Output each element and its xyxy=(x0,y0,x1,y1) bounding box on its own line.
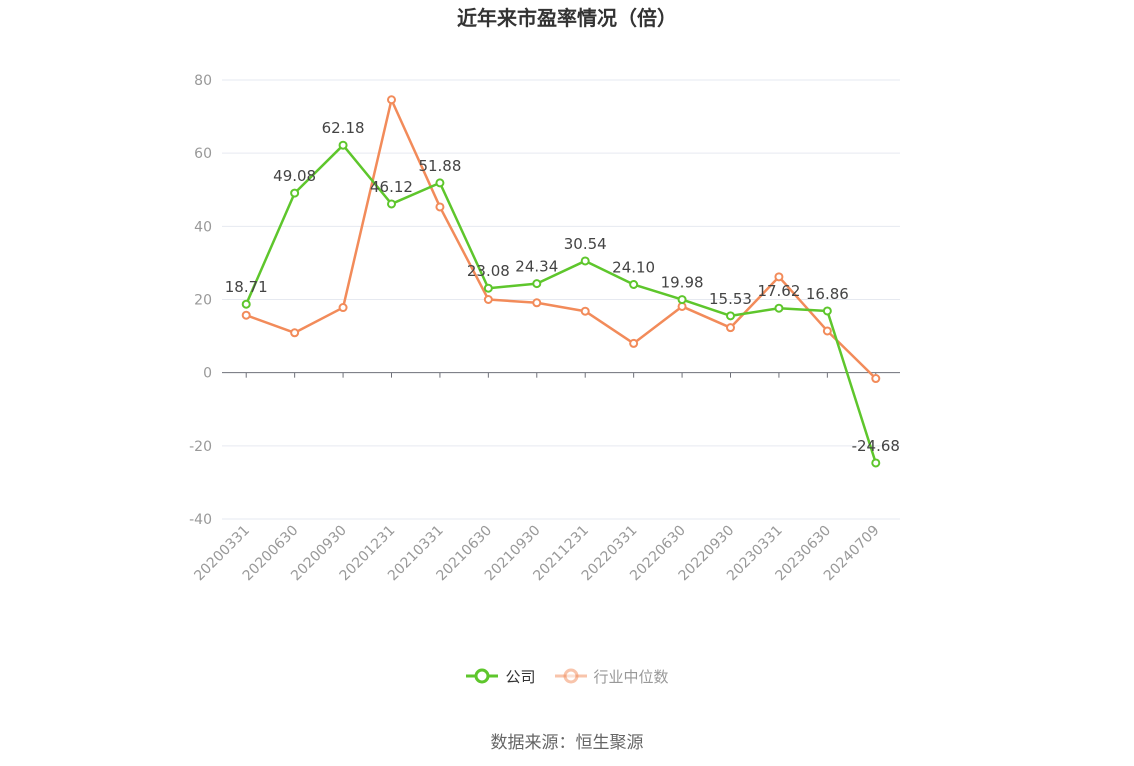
data-labels: 18.71 49.08 62.18 46.12 51.88 23.08 24.34 30.54… xyxy=(225,119,900,455)
data-point-0 xyxy=(726,311,735,321)
data-point-1 xyxy=(532,298,542,308)
y-axis-tick-labels: 80 60 40 20 0 -20 -40 xyxy=(189,73,212,528)
data-point-0 xyxy=(629,280,639,290)
data-label: 24.34 xyxy=(515,258,558,276)
data-point-1 xyxy=(290,328,300,338)
data-point-0 xyxy=(822,306,832,316)
legend: 公司 行业中位数 xyxy=(0,662,1134,690)
data-label: 24.10 xyxy=(612,259,655,277)
data-point-1 xyxy=(774,272,784,282)
y-tick-label: 80 xyxy=(194,73,212,89)
data-label: 49.08 xyxy=(273,167,316,185)
x-axis: 2020033120200630202009302020123120210331… xyxy=(191,372,900,584)
data-point-0 xyxy=(532,279,542,289)
data-point-0 xyxy=(580,256,590,266)
source-note: 数据来源：恒生聚源 xyxy=(490,733,644,753)
data-label: 15.53 xyxy=(709,290,752,308)
data-label: 16.86 xyxy=(806,285,849,303)
data-label: -24.68 xyxy=(852,437,900,455)
y-tick-label: -40 xyxy=(189,512,212,528)
data-point-1 xyxy=(241,310,251,320)
data-point-0 xyxy=(241,299,251,309)
data-point-0 xyxy=(677,295,687,305)
legend-label-company: 公司 xyxy=(505,667,536,686)
data-point-0 xyxy=(338,140,348,150)
data-label: 17.62 xyxy=(757,282,800,300)
data-label: 30.54 xyxy=(564,235,607,253)
data-point-1 xyxy=(387,95,396,105)
y-tick-label: 20 xyxy=(194,293,212,309)
data-label: 19.98 xyxy=(661,274,704,292)
legend-item-company[interactable]: 公司 xyxy=(465,666,536,687)
data-point-0 xyxy=(387,199,396,209)
y-tick-label: 40 xyxy=(194,219,212,235)
y-tick-label: -20 xyxy=(189,439,212,455)
data-point-1 xyxy=(580,306,590,316)
legend-line-marker-icon xyxy=(466,668,499,684)
data-point-1 xyxy=(483,295,493,304)
data-label: 23.08 xyxy=(467,262,510,280)
series-line-0 xyxy=(245,143,877,464)
data-point-0 xyxy=(290,188,300,198)
series-line-1 xyxy=(245,98,877,380)
data-point-1 xyxy=(629,338,639,348)
data-label: 62.18 xyxy=(322,119,365,137)
data-point-0 xyxy=(483,283,493,293)
chart-title: 近年来市盈率情况（倍） xyxy=(457,6,677,30)
legend-label-industry-median: 行业中位数 xyxy=(593,667,669,686)
data-label: 18.71 xyxy=(225,278,268,296)
data-point-1 xyxy=(871,374,881,384)
data-label: 51.88 xyxy=(418,157,461,175)
data-point-1 xyxy=(435,202,445,212)
data-point-0 xyxy=(871,458,881,468)
data-point-1 xyxy=(726,323,735,333)
data-point-0 xyxy=(774,303,784,313)
y-tick-label: 0 xyxy=(203,366,212,382)
data-point-1 xyxy=(822,326,832,336)
legend-line-marker-icon xyxy=(554,668,587,684)
y-tick-label: 60 xyxy=(194,146,212,162)
legend-item-industry-median[interactable]: 行业中位数 xyxy=(554,666,669,687)
data-label: 46.12 xyxy=(370,178,413,196)
series-lines xyxy=(241,95,881,468)
data-point-0 xyxy=(435,178,445,188)
data-point-1 xyxy=(338,303,348,313)
